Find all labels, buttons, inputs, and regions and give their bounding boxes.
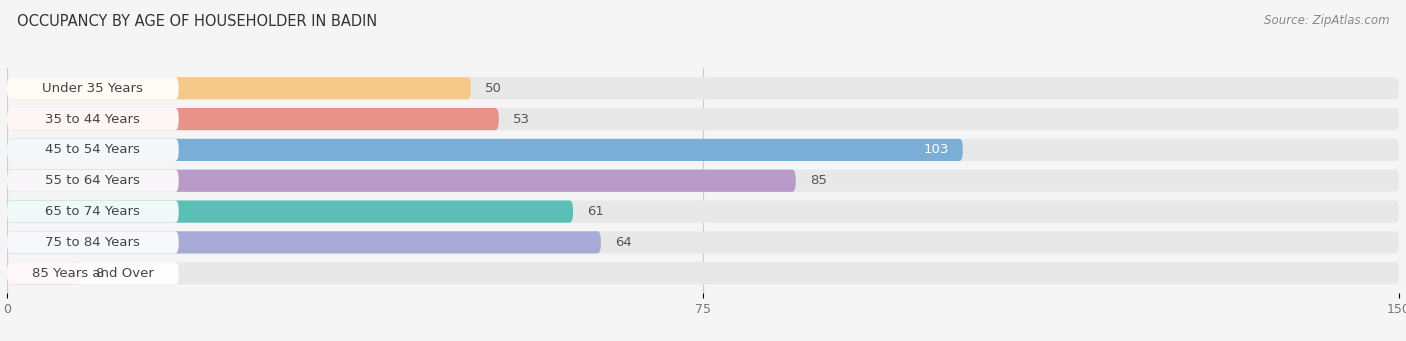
FancyBboxPatch shape — [7, 108, 499, 130]
Text: 103: 103 — [924, 144, 949, 157]
Text: 50: 50 — [485, 82, 502, 95]
Text: 45 to 54 Years: 45 to 54 Years — [45, 144, 141, 157]
FancyBboxPatch shape — [7, 77, 471, 99]
FancyBboxPatch shape — [7, 169, 1399, 192]
FancyBboxPatch shape — [7, 169, 796, 192]
FancyBboxPatch shape — [7, 262, 82, 284]
Text: 64: 64 — [614, 236, 631, 249]
FancyBboxPatch shape — [7, 169, 179, 192]
FancyBboxPatch shape — [7, 77, 179, 99]
FancyBboxPatch shape — [7, 108, 179, 130]
Text: OCCUPANCY BY AGE OF HOUSEHOLDER IN BADIN: OCCUPANCY BY AGE OF HOUSEHOLDER IN BADIN — [17, 14, 377, 29]
Text: Source: ZipAtlas.com: Source: ZipAtlas.com — [1264, 14, 1389, 27]
FancyBboxPatch shape — [7, 139, 963, 161]
FancyBboxPatch shape — [7, 201, 1399, 223]
Text: 75 to 84 Years: 75 to 84 Years — [45, 236, 141, 249]
FancyBboxPatch shape — [7, 262, 179, 284]
FancyBboxPatch shape — [7, 108, 1399, 130]
FancyBboxPatch shape — [7, 77, 1399, 99]
Text: 61: 61 — [588, 205, 605, 218]
FancyBboxPatch shape — [7, 139, 179, 161]
FancyBboxPatch shape — [7, 201, 179, 223]
Text: 85 Years and Over: 85 Years and Over — [32, 267, 153, 280]
FancyBboxPatch shape — [7, 231, 179, 253]
FancyBboxPatch shape — [7, 231, 1399, 253]
FancyBboxPatch shape — [7, 231, 600, 253]
FancyBboxPatch shape — [7, 139, 1399, 161]
FancyBboxPatch shape — [7, 201, 574, 223]
Text: 8: 8 — [96, 267, 104, 280]
Text: Under 35 Years: Under 35 Years — [42, 82, 143, 95]
Text: 65 to 74 Years: 65 to 74 Years — [45, 205, 141, 218]
Text: 35 to 44 Years: 35 to 44 Years — [45, 113, 141, 125]
Text: 53: 53 — [513, 113, 530, 125]
Text: 55 to 64 Years: 55 to 64 Years — [45, 174, 141, 187]
Text: 85: 85 — [810, 174, 827, 187]
FancyBboxPatch shape — [7, 262, 1399, 284]
